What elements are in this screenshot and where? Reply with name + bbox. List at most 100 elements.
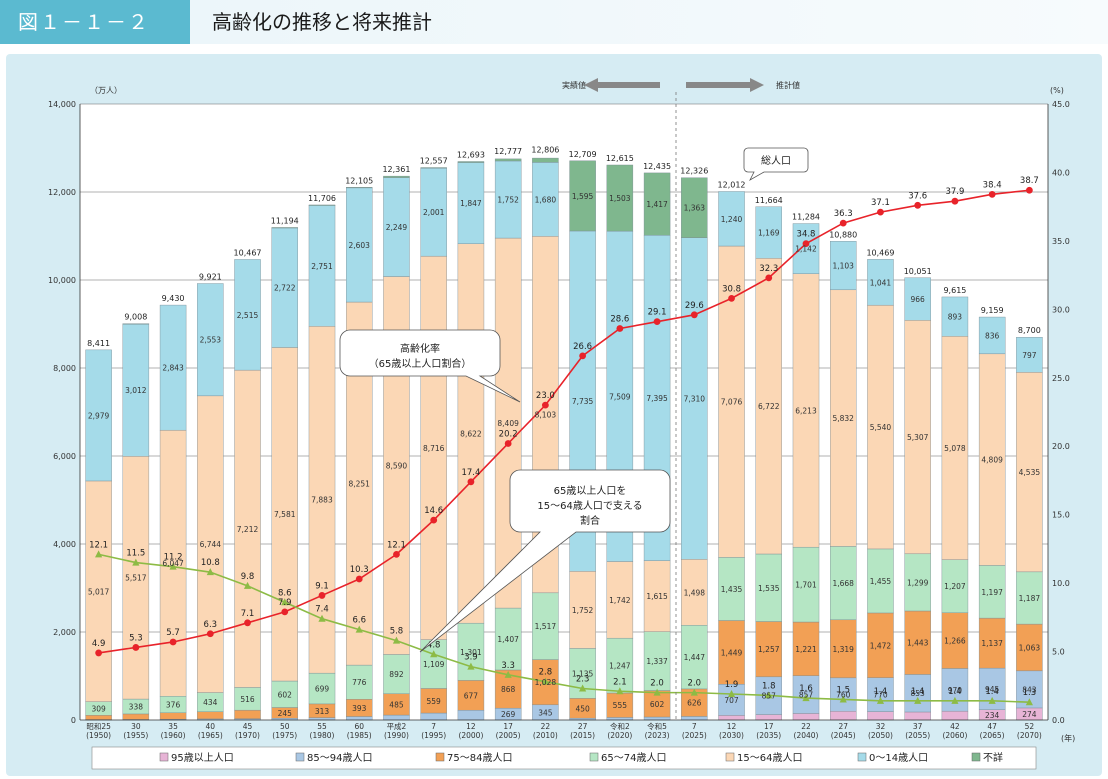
- legend-label: 15～64歳人口: [737, 752, 802, 764]
- support-ratio-line: [98, 553, 1030, 704]
- segment-label: 699: [315, 685, 330, 694]
- bar-segment-age15: [271, 347, 299, 682]
- total-label: 11,664: [755, 196, 783, 205]
- support-ratio-point: [839, 695, 847, 703]
- total-label: 12,806: [531, 146, 559, 155]
- bar-segment-age0: [420, 167, 447, 257]
- bar-segment-age15: [197, 395, 224, 693]
- segment-label: 6,047: [162, 559, 184, 568]
- bar-segment-age15: [941, 336, 969, 560]
- aging-rate-point: [914, 201, 922, 209]
- aging-rate-label: 20.2: [499, 429, 518, 439]
- segment-label: 1,447: [684, 653, 706, 662]
- y-left-tick: 12,000: [48, 188, 76, 197]
- y-right-tick: 20.0: [1052, 442, 1070, 451]
- bar-segment-age85: [643, 716, 671, 721]
- bar-segment-age65: [271, 680, 299, 708]
- support-ratio-point: [132, 558, 140, 566]
- aging-rate-callout-line1: 高齢化率: [400, 342, 440, 355]
- bar-segment-age15: [457, 243, 485, 624]
- bar-segment-unknown: [308, 204, 336, 206]
- segment-label: 1,615: [646, 592, 668, 601]
- bar-segment-unknown: [383, 175, 410, 178]
- support-ratio-label: 12.1: [89, 540, 108, 550]
- support-ratio-point: [876, 696, 885, 704]
- bar-segment-age0: [234, 259, 261, 371]
- legend-label: 75～84歳人口: [447, 752, 512, 764]
- x-tick-year: (2070): [1017, 731, 1042, 740]
- segment-label: 1,668: [832, 579, 854, 588]
- segment-label: 1,299: [907, 578, 929, 587]
- x-tick-era: 7: [431, 722, 436, 731]
- support-ratio-point: [616, 687, 624, 695]
- support-ratio-label: 1.3: [1023, 688, 1037, 698]
- x-tick-year: (1995): [421, 731, 446, 740]
- x-tick-era: 55: [317, 722, 327, 731]
- total-label: 12,777: [494, 147, 522, 156]
- segment-label: 393: [352, 704, 367, 713]
- bar-segment-age85: [420, 712, 447, 721]
- bar-segment-age0: [941, 296, 969, 337]
- segment-label: 245: [278, 709, 293, 718]
- total-label: 10,467: [234, 248, 262, 257]
- aging-rate-label: 30.8: [722, 284, 741, 294]
- bar-segment-age0: [122, 323, 150, 457]
- segment-label: 5,078: [944, 444, 966, 453]
- x-tick-year: (2025): [682, 731, 707, 740]
- segment-label: 7,581: [274, 510, 296, 519]
- support-ratio-label: 3.9: [464, 653, 478, 663]
- support-ratio-point: [169, 562, 177, 570]
- x-tick-era: 35: [168, 722, 178, 731]
- support-ratio-label: 8.6: [278, 588, 292, 598]
- segment-label: 836: [985, 331, 1000, 340]
- y-left-tick: 4,000: [53, 540, 76, 549]
- aging-rate-point: [430, 516, 438, 524]
- bar-segment-age15: [681, 559, 708, 626]
- segment-label: 868: [501, 685, 516, 694]
- segment-label: 450: [575, 704, 590, 713]
- y-left-tick: 10,000: [48, 276, 76, 285]
- aging-rate-label: 10.3: [350, 565, 369, 575]
- aging-rate-label: 37.1: [871, 198, 890, 208]
- bar-segment-age85: [681, 716, 708, 721]
- bar-segment-age15: [420, 255, 447, 640]
- support-ratio-point: [988, 696, 996, 704]
- bar-segment-age95: [792, 713, 820, 721]
- segment-label: 843: [1022, 685, 1037, 694]
- segment-label: 1,301: [460, 648, 482, 657]
- segment-label: 1,207: [944, 582, 966, 591]
- bar-segment-age15: [1016, 372, 1043, 573]
- bar-segment-age0: [383, 177, 410, 277]
- bar-segment-age65: [904, 553, 931, 612]
- actual-label: 実績値: [562, 80, 586, 90]
- segment-label: 1,752: [572, 606, 594, 615]
- aging-rate-callout-line2: （65歳以上人口割合）: [369, 357, 472, 370]
- segment-label: 2,001: [423, 208, 445, 217]
- segment-label: 1,197: [981, 588, 1003, 597]
- legend-swatch: [589, 752, 599, 762]
- bar-segment-age0: [904, 277, 931, 321]
- segment-label: 1,221: [795, 645, 817, 654]
- segment-label: 376: [166, 701, 181, 710]
- segment-label: 8,590: [386, 462, 408, 471]
- aging-rate-label: 32.3: [759, 264, 778, 274]
- support-ratio-point: [504, 670, 512, 678]
- bar-segment-age95: [718, 715, 745, 721]
- bar-segment-age75: [197, 711, 224, 720]
- bar-segment-unknown: [681, 177, 708, 238]
- total-callout-text: 総人口: [761, 154, 791, 167]
- y-left-tick: 6,000: [53, 452, 76, 461]
- legend-swatch: [857, 752, 867, 762]
- segment-label: 1,595: [572, 192, 594, 201]
- total-label: 12,105: [345, 176, 373, 185]
- bar-segment-age0: [271, 227, 299, 348]
- bar-segment-unknown: [420, 167, 447, 169]
- segment-label: 4,535: [1019, 468, 1041, 477]
- segment-label: 1,517: [535, 622, 557, 631]
- x-tick-year: (2015): [570, 731, 595, 740]
- arrow-left-icon: [584, 78, 660, 92]
- y-right-tick: 10.0: [1052, 579, 1070, 588]
- x-tick-year: (1950): [86, 731, 111, 740]
- segment-label: 8,622: [460, 429, 482, 438]
